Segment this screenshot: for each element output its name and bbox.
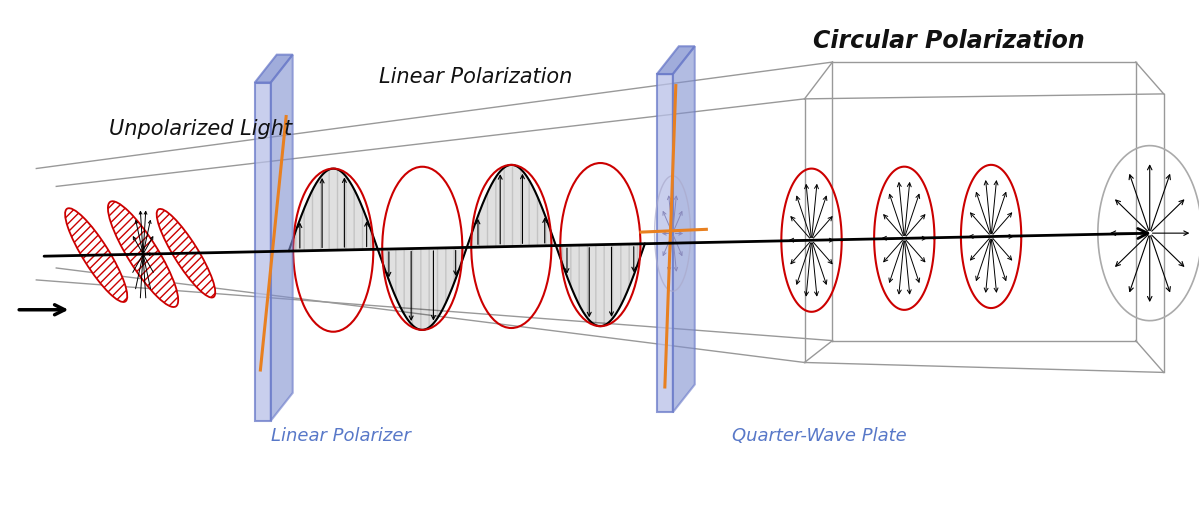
Ellipse shape bbox=[157, 209, 215, 298]
Text: Quarter-Wave Plate: Quarter-Wave Plate bbox=[732, 427, 907, 445]
Polygon shape bbox=[254, 55, 293, 82]
Ellipse shape bbox=[65, 208, 127, 302]
Polygon shape bbox=[254, 82, 271, 421]
Polygon shape bbox=[673, 46, 695, 412]
Text: Circular Polarization: Circular Polarization bbox=[814, 29, 1085, 53]
Polygon shape bbox=[271, 55, 293, 421]
Polygon shape bbox=[656, 74, 673, 412]
Text: Unpolarized Light: Unpolarized Light bbox=[109, 119, 293, 139]
Polygon shape bbox=[656, 46, 695, 74]
Ellipse shape bbox=[108, 201, 179, 307]
Text: Linear Polarization: Linear Polarization bbox=[379, 67, 572, 87]
Text: Linear Polarizer: Linear Polarizer bbox=[271, 427, 410, 445]
